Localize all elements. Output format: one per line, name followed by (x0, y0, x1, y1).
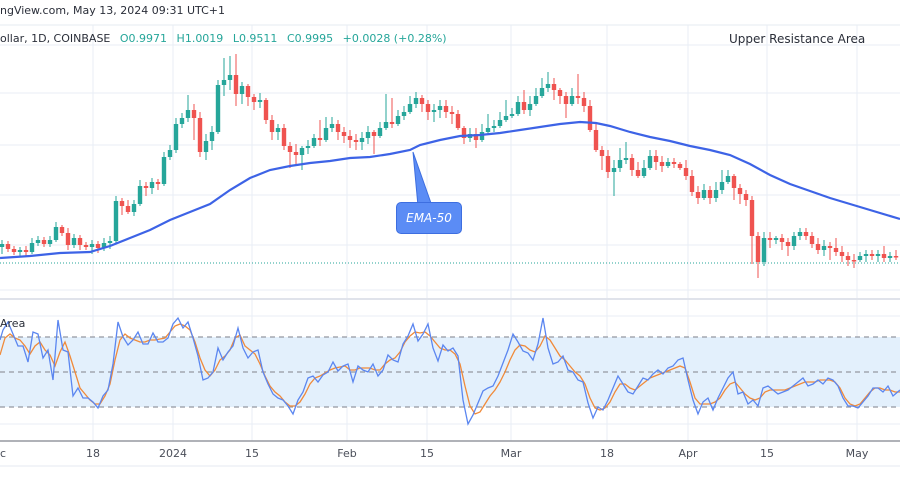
symbol-name[interactable]: ollar, 1D, COINBASE (0, 32, 111, 45)
time-axis-label: 15 (245, 447, 259, 460)
price-change: +0.0028 (+0.28%) (342, 32, 447, 45)
upper-resistance-label: Upper Resistance Area (729, 32, 866, 46)
time-axis-label: c (0, 447, 7, 460)
time-axis-label: 15 (760, 447, 774, 460)
time-axis-label: 18 (86, 447, 100, 460)
candlestick-series (0, 54, 899, 278)
time-axis-label: 15 (420, 447, 434, 460)
source-header: ngView.com, May 13, 2024 09:31 UTC+1 (0, 4, 225, 17)
time-axis-label: Apr (678, 447, 698, 460)
stoch-k-line (0, 316, 900, 426)
time-axis-label: 18 (600, 447, 614, 460)
stoch-level-lines (0, 336, 900, 408)
time-axis-label: 2024 (159, 447, 187, 460)
ema50-callout[interactable]: EMA-50 (396, 202, 462, 234)
time-axis-label: Feb (337, 447, 357, 460)
ohlc-open: O0.9971 (119, 32, 168, 45)
stoch-area-label: Area (0, 317, 26, 330)
ema50-line (0, 120, 900, 260)
ema-label-pointer (412, 151, 433, 207)
ohlc-close: C0.9995 (286, 32, 334, 45)
symbol-legend: ollar, 1D, COINBASE O0.9971 H1.0019 L0.9… (0, 32, 447, 45)
time-axis-label: May (845, 447, 869, 460)
ohlc-low: L0.9511 (232, 32, 278, 45)
ohlc-high: H1.0019 (176, 32, 224, 45)
time-axis-label: Mar (500, 447, 522, 460)
